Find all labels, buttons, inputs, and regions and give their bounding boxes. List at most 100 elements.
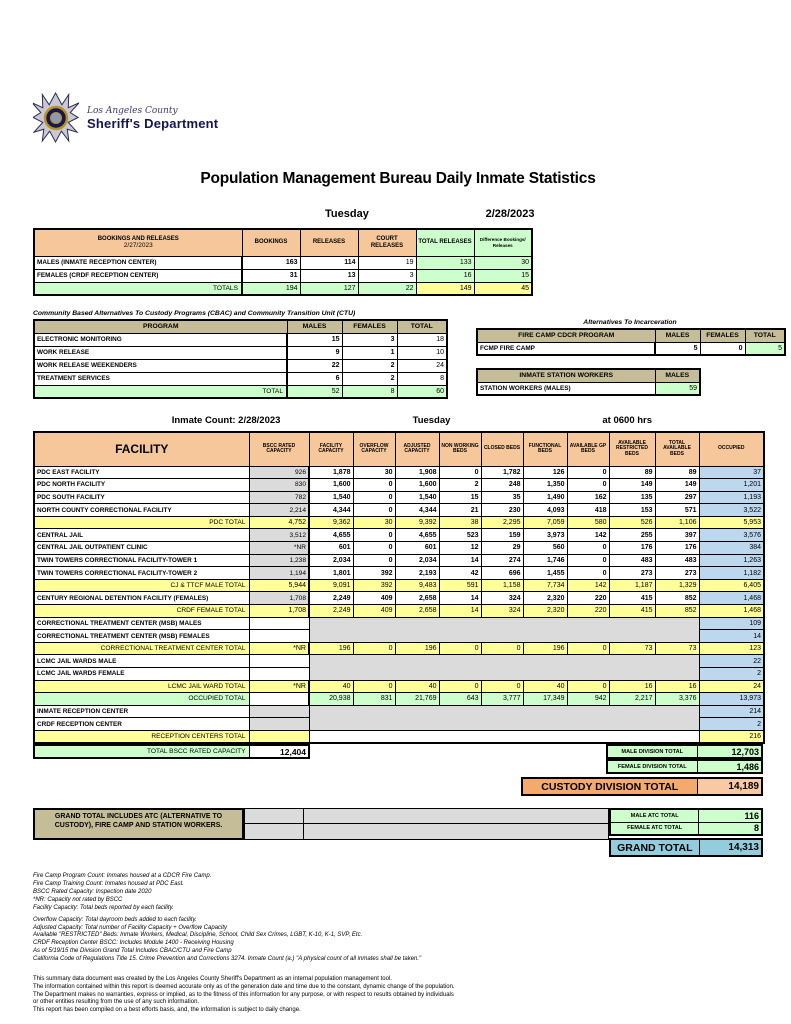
col-females: FEMALES (341, 319, 398, 334)
table-row: WORK RELEASE 9 1 10 (33, 345, 448, 360)
table-cell: 2 (438, 478, 482, 492)
occupied-total-label: OCCUPIED TOTAL (33, 692, 250, 706)
occupied-cell: 13,973 (698, 692, 765, 706)
table-cell (248, 654, 310, 668)
table-cell: 133 (415, 255, 475, 270)
table-cell: 45 (473, 281, 533, 296)
table-cell (308, 704, 700, 718)
table-cell: 0 (480, 641, 524, 656)
table-cell: 35 (480, 490, 524, 505)
table-row: PDC EAST FACILITY 926 1,878 30 1,908 0 1,782 12… (33, 465, 765, 480)
table-row: ELECTRONIC MONITORING 15 3 18 (33, 332, 448, 347)
table-cell: 0 (566, 541, 610, 555)
occupied-cell: 6,405 (698, 578, 765, 593)
table-cell: 2,193 (394, 566, 440, 580)
footnote-line: BSCC Rated Capacity: Inspection date 202… (33, 888, 152, 895)
occupied-cell: 1,201 (698, 478, 765, 492)
bookings-header: BOOKINGS AND RELEASES 2/27/2023 (33, 228, 243, 257)
table-cell: 3,973 (522, 528, 568, 543)
male-division-value: 12,703 (696, 744, 763, 759)
table-cell: *NR (248, 679, 310, 694)
table-cell: 196 (308, 641, 354, 656)
table-cell: 30 (352, 515, 396, 530)
occupied-cell: 1,182 (698, 566, 765, 580)
table-row: CORRECTIONAL TREATMENT CENTER TOTAL *NR 19… (33, 641, 765, 656)
female-atc-label: FEMALE ATC TOTAL (609, 821, 700, 836)
table-cell: 114 (299, 255, 359, 270)
subtotal-label: CORRECTIONAL TREATMENT CENTER TOTAL (33, 641, 250, 656)
table-cell: 852 (654, 591, 700, 606)
col-females: FEMALES (699, 328, 746, 343)
table-cell: 1,187 (608, 578, 656, 593)
table-row: LCMC JAIL WARDS MALE 22 (33, 654, 765, 668)
facility-label: PDC EAST FACILITY (33, 465, 250, 480)
table-row: CORRECTIONAL TREATMENT CENTER (MSB) FEMA… (33, 629, 765, 643)
table-cell: 526 (608, 515, 656, 530)
column-header: NON WORKING BEDS (438, 431, 482, 467)
table-cell: 3,512 (248, 528, 310, 543)
fire-camp-males: 5 (654, 341, 701, 356)
table-row: CJ & TTCF MALE TOTAL 5,944 9,091 392 9,483 59… (33, 578, 765, 593)
table-cell: 0 (352, 503, 396, 517)
table-cell: 2 (341, 358, 398, 373)
table-cell: 14 (438, 553, 482, 568)
table-cell: 1,238 (248, 553, 310, 568)
occupied-cell: 1,263 (698, 553, 765, 568)
table-cell: 2,249 (308, 591, 354, 606)
male-division-label: MALE DIVISION TOTAL (606, 744, 698, 759)
table-cell: 2 (341, 371, 398, 386)
table-cell: 255 (608, 528, 656, 543)
row-label: FEMALES (CRDF RECEPTION CENTER) (33, 268, 243, 283)
table-cell: 2,658 (394, 591, 440, 606)
table-cell: 926 (248, 465, 310, 480)
alternatives-title: Alternatives To Incarceration (583, 319, 677, 326)
table-cell (308, 654, 700, 668)
atc-totals: MALE ATC TOTAL 116 FEMALE ATC TOTAL 8 GR… (609, 808, 763, 858)
table-cell: 1,708 (248, 604, 310, 618)
table-cell: *NR (248, 641, 310, 656)
table-cell: 30 (473, 255, 533, 270)
fire-camp-females: 0 (699, 341, 746, 356)
occupied-cell: 37 (698, 465, 765, 480)
occupied-cell: 22 (698, 654, 765, 668)
table-cell: 392 (352, 578, 396, 593)
table-cell: 16 (608, 679, 656, 694)
table-cell: 21 (438, 503, 482, 517)
table-cell: 415 (608, 604, 656, 618)
table-cell: 0 (352, 679, 396, 694)
table-cell: 580 (566, 515, 610, 530)
table-cell: 20,938 (308, 692, 354, 706)
logo-department: Sheriff's Department (87, 115, 219, 131)
table-row: RECEPTION CENTERS TOTAL 216 (33, 729, 765, 744)
table-cell: 0 (352, 490, 396, 505)
column-header: ADJUSTED CAPACITY (394, 431, 440, 467)
fire-camp-total: 5 (744, 341, 786, 356)
table-cell: 0 (352, 553, 396, 568)
table-cell: 21,769 (394, 692, 440, 706)
male-division-table: MALE DIVISION TOTAL 12,703 (606, 744, 763, 760)
row-label: TOTAL (33, 384, 288, 399)
table-cell: 1,600 (394, 478, 440, 492)
facility-label: CORRECTIONAL TREATMENT CENTER (MSB) FEMA… (33, 629, 250, 643)
inmate-count-label: Inmate Count: 2/28/2023 (171, 415, 281, 426)
table-cell (248, 692, 310, 706)
table-cell: 2,320 (522, 604, 568, 618)
female-division-table: FEMALE DIVISION TOTAL 1,486 (606, 759, 763, 775)
table-cell: 89 (654, 465, 700, 480)
table-row: CORRECTIONAL TREATMENT CENTER (MSB) MALE… (33, 616, 765, 631)
occupied-cell: 14 (698, 629, 765, 643)
table-row: WORK RELEASE WEEKENDERS 22 2 24 (33, 358, 448, 373)
column-header: FUNCTIONAL BEDS (522, 431, 568, 467)
table-cell: 409 (352, 591, 396, 606)
sheriff-star-icon (33, 92, 79, 144)
occupied-cell: 2 (698, 717, 765, 731)
male-atc-value: 116 (698, 808, 763, 823)
facility-label: CENTRAL JAIL OUTPATIENT CLINIC (33, 541, 250, 555)
column-header: OVERFLOW CAPACITY (352, 431, 396, 467)
table-cell: 176 (608, 541, 656, 555)
station-workers-table: INMATE STATION WORKERS MALES STATION WOR… (476, 368, 701, 396)
table-cell: 13 (299, 268, 359, 283)
table-cell: 29 (480, 541, 524, 555)
subtotal-label: PDC TOTAL (33, 515, 250, 530)
